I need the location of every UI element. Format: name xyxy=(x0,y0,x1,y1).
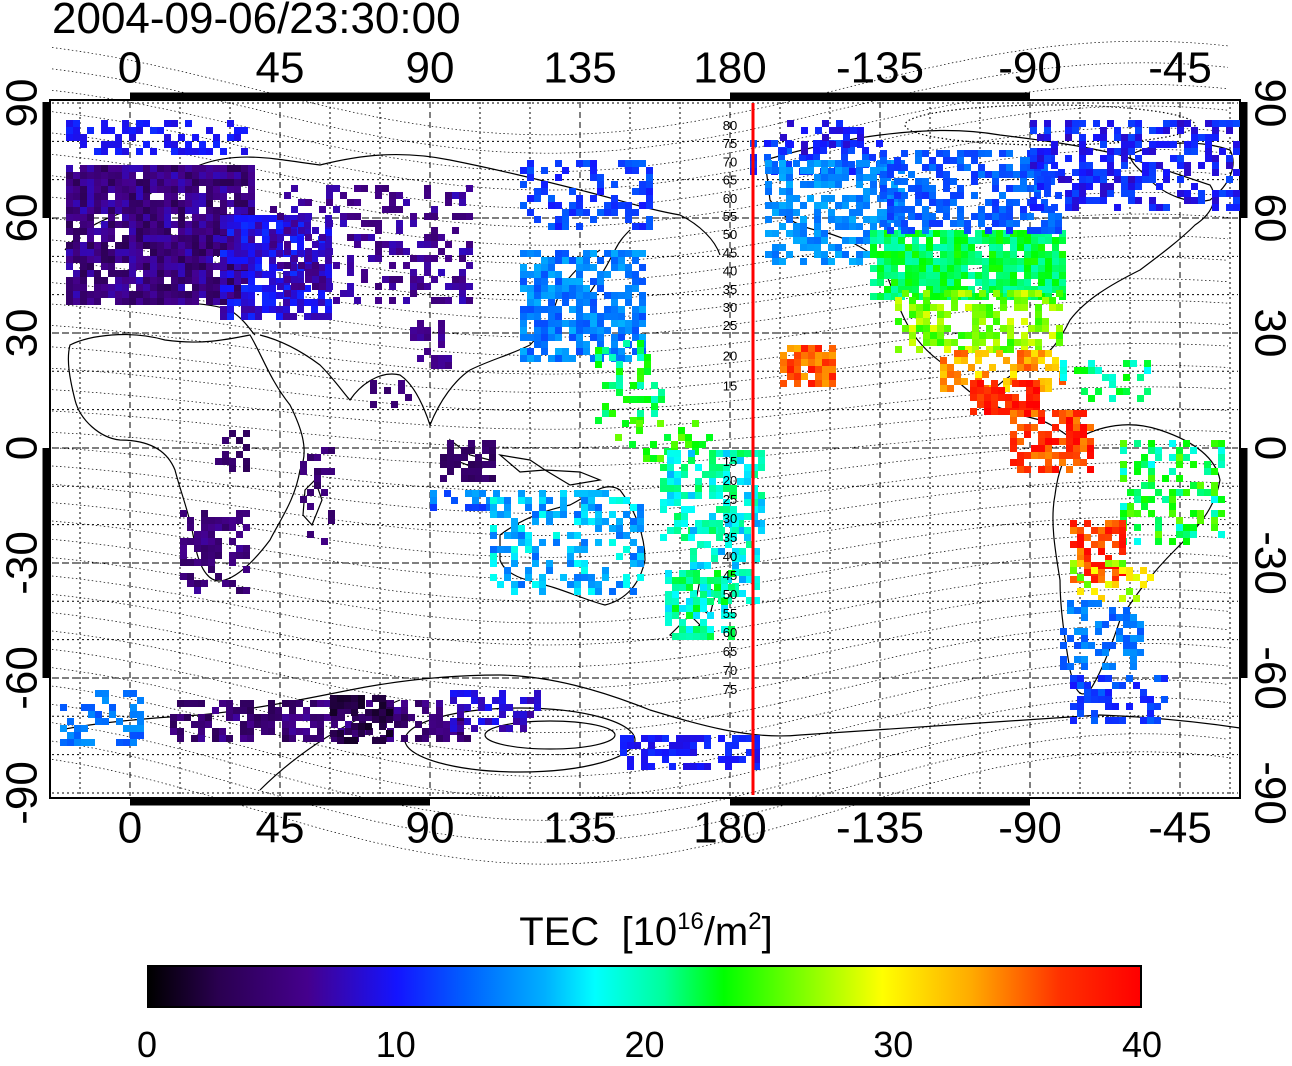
mlat-label-north: 60 xyxy=(723,191,737,206)
mlat-label-south: 50 xyxy=(723,587,737,602)
colorbar xyxy=(147,965,1142,1008)
colorbar-tick-label: 30 xyxy=(873,1024,913,1066)
mlat-label-south: 65 xyxy=(723,644,737,659)
lat-tick-right: -60 xyxy=(1246,646,1292,710)
lon-tick-bottom: 90 xyxy=(406,804,455,853)
lon-tick-top: -135 xyxy=(836,44,924,93)
lat-tick-left: -60 xyxy=(0,646,47,710)
lon-tick-top: 135 xyxy=(543,44,616,93)
lat-tick-left: 90 xyxy=(0,79,47,128)
tec-map: 80 75 70 65 60 55 50 45 40 35 30 25 20 15 15 20 25 30 35 40… xyxy=(0,0,1292,900)
mlat-label-south: 20 xyxy=(723,473,737,488)
colorbar-tick-label: 20 xyxy=(624,1024,664,1066)
lat-tick-left: 60 xyxy=(0,194,47,243)
mlat-label-north: 25 xyxy=(723,318,737,333)
mlat-label-north: 55 xyxy=(723,209,737,224)
mlat-label-south: 35 xyxy=(723,530,737,545)
mlat-label-north: 70 xyxy=(723,154,737,169)
mlat-label-south: 75 xyxy=(723,682,737,697)
lon-tick-top: 0 xyxy=(118,44,142,93)
lon-tick-top: 90 xyxy=(406,44,455,93)
mlat-label-north: 65 xyxy=(723,173,737,188)
lon-tick-bottom: -45 xyxy=(1148,804,1212,853)
colorbar-tick-label: 0 xyxy=(137,1024,157,1066)
mlat-label-south: 60 xyxy=(723,625,737,640)
lat-tick-left: -90 xyxy=(0,761,47,825)
mlat-label-south: 15 xyxy=(723,454,737,469)
lon-tick-bottom: 45 xyxy=(256,804,305,853)
lon-tick-bottom: 180 xyxy=(693,804,766,853)
colorbar-title: TEC [1016/m2] xyxy=(0,908,1292,955)
lat-tick-right: 0 xyxy=(1246,436,1292,460)
mlat-label-north: 75 xyxy=(723,136,737,151)
lon-tick-bottom: -90 xyxy=(998,804,1062,853)
lat-tick-right: 30 xyxy=(1246,309,1292,358)
mlat-label-south: 70 xyxy=(723,663,737,678)
lon-tick-top: 45 xyxy=(256,44,305,93)
lat-tick-right: -90 xyxy=(1246,761,1292,825)
latitude-ticks-right: 90 60 30 0 -30 -60 -90 xyxy=(1246,79,1292,825)
mlat-label-south: 25 xyxy=(723,492,737,507)
mlat-label-north: 30 xyxy=(723,300,737,315)
lat-tick-right: -30 xyxy=(1246,531,1292,595)
mlat-label-south: 30 xyxy=(723,511,737,526)
latitude-ticks-left: 90 60 30 0 -30 -60 -90 xyxy=(0,79,47,825)
lat-tick-left: -30 xyxy=(0,531,47,595)
colorbar-tick-label: 40 xyxy=(1122,1024,1162,1066)
mlat-label-south: 45 xyxy=(723,568,737,583)
mlat-label-south: 40 xyxy=(723,549,737,564)
mlat-label-north: 15 xyxy=(723,379,737,394)
mlat-label-north: 40 xyxy=(723,264,737,279)
mlat-label-north: 50 xyxy=(723,227,737,242)
lon-tick-bottom: -135 xyxy=(836,804,924,853)
lat-tick-left: 30 xyxy=(0,309,47,358)
mlat-label-north: 45 xyxy=(723,245,737,260)
lat-tick-right: 90 xyxy=(1246,79,1292,128)
lon-tick-bottom: 135 xyxy=(543,804,616,853)
lon-tick-top: -45 xyxy=(1148,44,1212,93)
longitude-ticks-top: 0 45 90 135 180 -135 -90 -45 xyxy=(118,44,1212,93)
lat-tick-right: 60 xyxy=(1246,194,1292,243)
mlat-label-north: 80 xyxy=(723,118,737,133)
lat-tick-left: 0 xyxy=(0,436,47,460)
mlat-label-north: 35 xyxy=(723,282,737,297)
colorbar-tick-label: 10 xyxy=(376,1024,416,1066)
lon-tick-top: 180 xyxy=(693,44,766,93)
mlat-label-north: 20 xyxy=(723,348,737,363)
lon-tick-top: -90 xyxy=(998,44,1062,93)
mlat-label-south: 55 xyxy=(723,606,737,621)
lon-tick-bottom: 0 xyxy=(118,804,142,853)
